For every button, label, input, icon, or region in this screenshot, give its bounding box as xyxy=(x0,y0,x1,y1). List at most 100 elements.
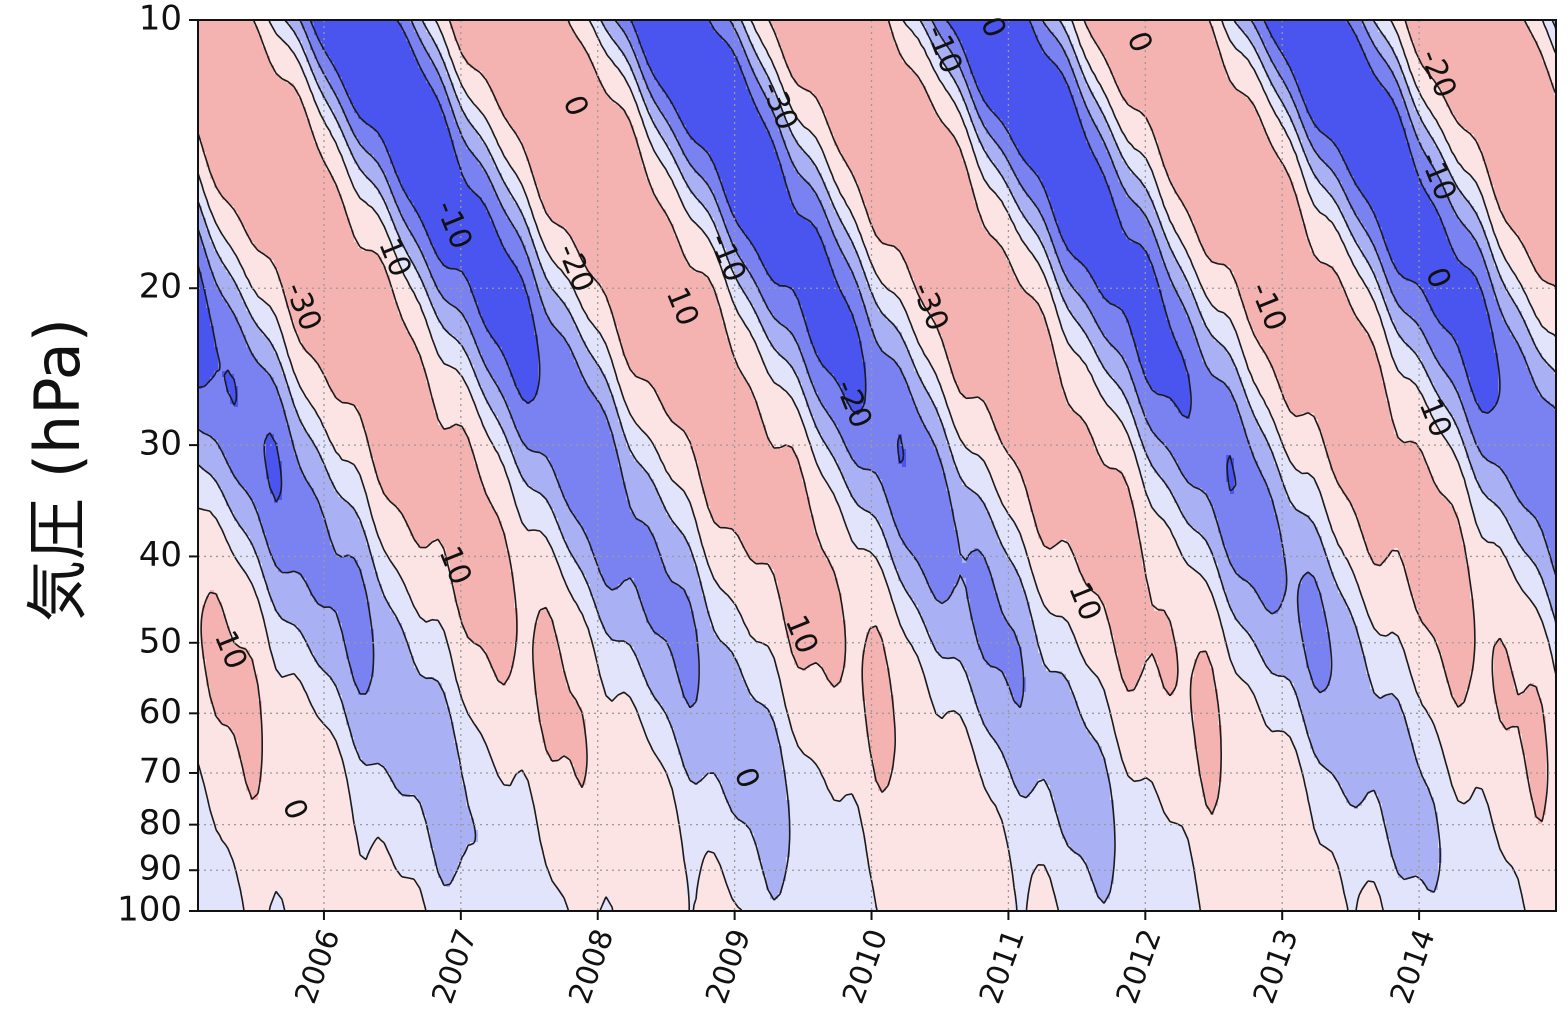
contour-fill-cell xyxy=(938,74,951,78)
contour-fill-cell xyxy=(1170,242,1183,246)
contour-fill-cell xyxy=(598,38,615,42)
contour-fill-cell xyxy=(706,149,775,153)
contour-fill-cell xyxy=(454,89,467,93)
contour-fill-cell xyxy=(774,62,787,66)
contour-fill-cell xyxy=(478,158,495,162)
contour-fill-cell xyxy=(442,263,515,267)
contour-fill-cell xyxy=(470,65,595,69)
contour-fill-cell xyxy=(510,188,523,192)
contour-fill-cell xyxy=(902,56,931,60)
contour-fill-cell xyxy=(598,77,627,81)
contour-fill-cell xyxy=(534,182,651,186)
contour-fill-cell xyxy=(686,155,711,159)
contour-fill-cell xyxy=(358,137,383,141)
contour-fill-cell xyxy=(1498,203,1556,207)
contour-fill-cell xyxy=(1262,125,1283,129)
contour-fill-cell xyxy=(1262,35,1271,39)
contour-fill-cell xyxy=(846,161,967,165)
contour-fill-cell xyxy=(822,149,839,153)
contour-fill-cell xyxy=(754,98,767,102)
contour-fill-cell xyxy=(370,125,447,129)
contour-fill-cell xyxy=(734,218,807,222)
contour-fill-cell xyxy=(1102,50,1219,54)
contour-fill-cell xyxy=(974,194,999,198)
contour-fill-cell xyxy=(1082,95,1095,99)
contour-fill-cell xyxy=(574,242,679,246)
contour-fill-cell xyxy=(530,167,647,171)
contour-fill-cell xyxy=(482,137,495,141)
contour-fill-cell xyxy=(302,101,315,105)
contour-fill-cell xyxy=(978,140,995,144)
contour-fill-cell xyxy=(334,179,351,183)
contour-fill-cell xyxy=(1490,248,1503,252)
contour-fill-cell xyxy=(314,29,403,33)
contour-fill-cell xyxy=(526,248,535,252)
contour-fill-cell xyxy=(1446,167,1463,171)
contour-fill-cell xyxy=(1394,47,1403,51)
contour-fill-cell xyxy=(1170,218,1191,222)
contour-fill-cell xyxy=(442,56,451,60)
contour-fill-cell xyxy=(210,233,223,237)
contour-fill-cell xyxy=(402,242,419,246)
contour-fill-cell xyxy=(1398,56,1407,60)
contour-fill-cell xyxy=(198,260,211,264)
contour-fill-cell xyxy=(774,110,783,114)
contour-fill-cell xyxy=(1010,134,1087,138)
contour-fill-cell xyxy=(1098,83,1119,87)
contour-fill-cell xyxy=(646,107,659,111)
contour-fill-cell xyxy=(1358,35,1371,39)
contour-fill-cell xyxy=(454,149,471,153)
contour-fill-cell xyxy=(738,32,747,36)
contour-fill-cell xyxy=(398,254,411,258)
contour-fill-cell xyxy=(358,140,383,144)
contour-fill-cell xyxy=(710,158,779,162)
contour-fill-cell xyxy=(1182,203,1299,207)
contour-fill-cell xyxy=(1166,206,1187,210)
contour-fill-cell xyxy=(1222,20,1235,24)
contour-fill-cell xyxy=(1118,146,1135,150)
contour-fill-cell xyxy=(1362,221,1379,225)
contour-fill-cell xyxy=(718,200,727,204)
contour-fill-cell xyxy=(254,23,271,27)
contour-fill-cell xyxy=(882,242,999,246)
contour-fill-cell xyxy=(774,92,787,96)
contour-fill-cell xyxy=(966,167,979,171)
contour-fill-cell xyxy=(442,32,455,36)
contour-fill-cell xyxy=(1118,212,1147,216)
contour-fill-cell xyxy=(950,23,1031,27)
contour-fill-cell xyxy=(958,35,1039,39)
contour-fill-cell xyxy=(642,71,655,75)
contour-fill-cell xyxy=(762,260,831,264)
contour-fill-cell xyxy=(1098,131,1111,135)
contour-fill-cell xyxy=(1310,194,1331,198)
contour-fill-cell xyxy=(202,185,215,189)
contour-fill-cell xyxy=(1482,254,1495,258)
contour-fill-cell xyxy=(870,257,903,261)
contour-fill-cell xyxy=(290,47,303,51)
contour-fill-cell xyxy=(786,116,799,120)
contour-fill-cell xyxy=(482,140,499,144)
contour-fill-cell xyxy=(1494,260,1507,264)
contour-fill-cell xyxy=(1002,176,1019,180)
contour-fill-cell xyxy=(490,125,511,129)
contour-fill-cell xyxy=(1370,203,1435,207)
contour-fill-cell xyxy=(634,50,643,54)
contour-fill-cell xyxy=(894,41,923,45)
contour-fill-cell xyxy=(674,155,687,159)
contour-fill-cell xyxy=(274,26,291,30)
contour-fill-cell xyxy=(422,218,491,222)
contour-fill-cell xyxy=(1066,77,1075,81)
contour-fill-cell xyxy=(310,125,327,129)
contour-fill-cell xyxy=(1262,41,1275,45)
contour-fill-cell xyxy=(426,230,499,234)
contour-fill-cell xyxy=(1410,71,1427,75)
contour-fill-cell xyxy=(1002,173,1015,177)
contour-fill-cell xyxy=(446,86,455,90)
contour-fill-cell xyxy=(1082,98,1095,102)
contour-fill-cell xyxy=(254,245,359,249)
contour-fill-cell xyxy=(650,143,667,147)
contour-fill-cell xyxy=(622,26,635,30)
contour-fill-cell xyxy=(1226,68,1255,72)
contour-fill-cell xyxy=(842,224,859,228)
contour-fill-cell xyxy=(1042,47,1063,51)
